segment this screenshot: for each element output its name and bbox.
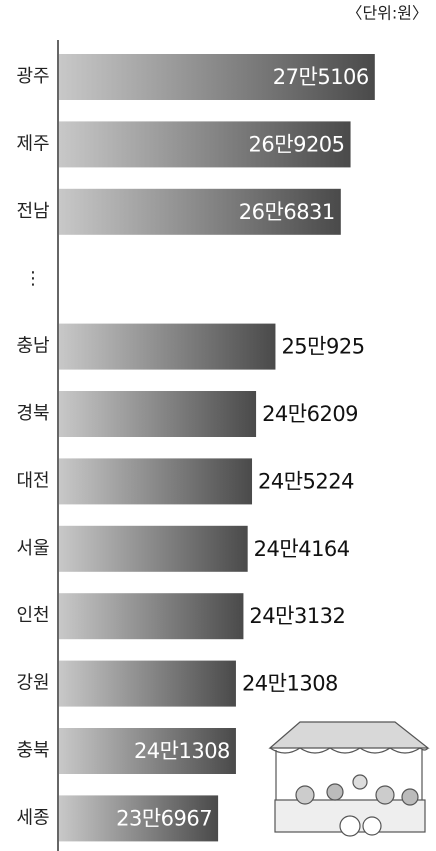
value-label: 24만3132	[249, 604, 345, 628]
value-label: 26만9205	[249, 132, 345, 156]
y-tick-label: 서울	[16, 538, 49, 559]
y-tick-label: 충남	[16, 336, 49, 357]
bar	[59, 661, 236, 707]
y-tick-label: 광주	[16, 66, 49, 87]
y-tick-label: 충북	[16, 740, 49, 761]
y-tick-label: 전남	[16, 201, 49, 222]
bar	[59, 391, 256, 437]
value-label: 24만1308	[134, 739, 230, 763]
y-tick-label: 제주	[16, 133, 49, 154]
bar	[59, 593, 243, 639]
value-label: 27만5106	[273, 65, 369, 89]
value-label: 24만6209	[262, 402, 358, 426]
y-tick-label: 강원	[16, 673, 49, 694]
chart: 〈단위:원〉 광주 27만5106 제주 26만9205 전남 26만6831 ⋮ 충남 25만…	[0, 0, 436, 851]
y-tick-label: 세종	[16, 807, 49, 828]
unit-label: 〈단위:원〉	[346, 4, 428, 23]
value-label: 24만1308	[242, 672, 338, 696]
y-tick-label: ⋮	[24, 268, 42, 289]
value-label: 24만4164	[254, 537, 350, 561]
y-tick-label: 대전	[16, 470, 49, 491]
value-label: 25만925	[281, 335, 364, 359]
value-label: 26만6831	[239, 200, 335, 224]
y-tick-label: 인천	[16, 605, 49, 626]
page: 〈단위:원〉 광주 27만5106 제주 26만9205 전남 26만6831 ⋮ 충남 25만…	[0, 0, 436, 851]
y-tick-label: 경북	[16, 403, 49, 424]
value-label: 24만5224	[258, 469, 354, 493]
bar	[59, 526, 248, 572]
bar	[59, 458, 252, 504]
bar	[59, 324, 275, 370]
value-label: 23만6967	[116, 806, 212, 830]
market-illustration	[270, 722, 428, 836]
